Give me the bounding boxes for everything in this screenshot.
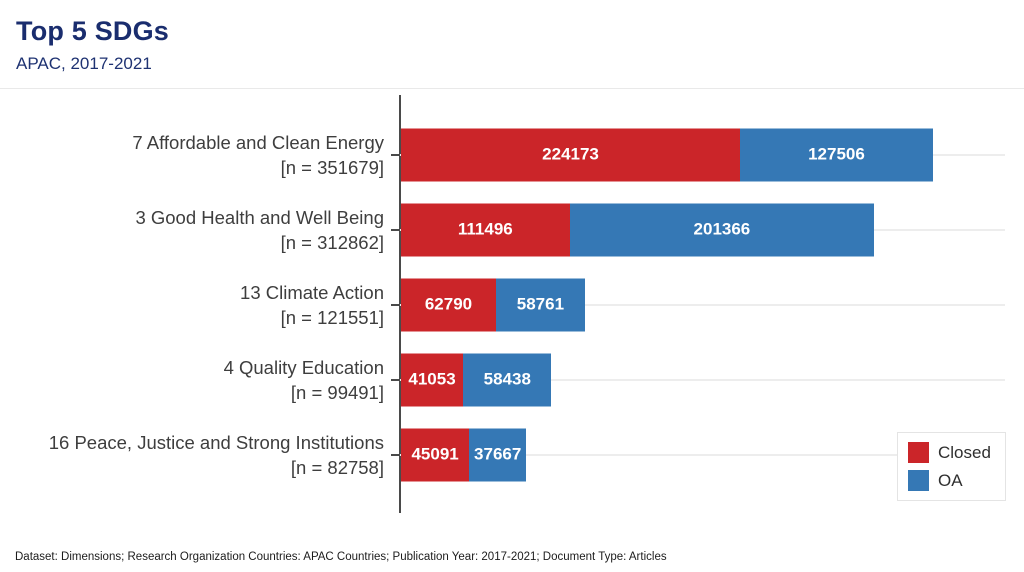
header-divider (0, 88, 1024, 89)
gridline (400, 453, 1005, 456)
stacked-bar: 41053 58438 (401, 353, 1006, 406)
category-label: 4 Quality Education [n = 99491] (0, 342, 384, 417)
bar-value-label: 62790 (424, 294, 473, 314)
chart-row: 13 Climate Action [n = 121551] 62790 58761 (0, 267, 1024, 342)
stacked-bar: 62790 58761 (401, 278, 1006, 331)
legend-item-closed: Closed (908, 442, 991, 463)
bar-segment-closed: 224173 (401, 128, 741, 181)
category-n-count: [n = 312862] (280, 231, 384, 253)
axis-tick (391, 153, 400, 156)
axis-tick (391, 228, 400, 231)
category-name: 4 Quality Education (223, 356, 384, 378)
legend-item-oa: OA (908, 470, 991, 491)
category-n-count: [n = 351679] (280, 156, 384, 178)
chart-subtitle: APAC, 2017-2021 (16, 54, 152, 73)
bar-rows-container: 7 Affordable and Clean Energy [n = 351679… (0, 117, 1024, 492)
stacked-bar: 224173 127506 (401, 128, 1006, 181)
chart-row: 3 Good Health and Well Being [n = 312862]… (0, 192, 1024, 267)
bar-segment-closed: 62790 (401, 278, 496, 331)
gridline (400, 303, 1005, 306)
stacked-bar: 45091 37667 (401, 428, 1006, 481)
category-label: 16 Peace, Justice and Strong Institution… (0, 417, 384, 492)
bar-value-label: 37667 (474, 444, 522, 464)
bar-value-label: 201366 (693, 219, 751, 239)
bar-segment-closed: 41053 (401, 353, 464, 406)
dataset-footnote: Dataset: Dimensions; Research Organizati… (15, 551, 667, 563)
bar-segment-closed: 111496 (401, 203, 570, 256)
plot-area: 7 Affordable and Clean Energy [n = 351679… (0, 95, 1024, 515)
chart-header: Top 5 SDGs APAC, 2017-2021 (16, 16, 169, 74)
category-name: 7 Affordable and Clean Energy (132, 131, 384, 153)
legend-swatch-oa (908, 470, 929, 491)
bar-value-label: 58761 (516, 294, 565, 314)
legend-label-oa: OA (938, 470, 963, 490)
bar-value-label: 224173 (542, 144, 599, 164)
bar-segment-oa: 37667 (469, 428, 527, 481)
legend: Closed OA (897, 432, 1006, 501)
axis-tick (391, 378, 400, 381)
category-label: 7 Affordable and Clean Energy [n = 351679… (0, 117, 384, 192)
chart-title: Top 5 SDGs (16, 16, 170, 46)
category-label: 3 Good Health and Well Being [n = 312862] (0, 192, 384, 267)
category-n-count: [n = 99491] (290, 381, 384, 403)
chart-row: 4 Quality Education [n = 99491] 41053 58438 (0, 342, 1024, 417)
category-label: 13 Climate Action [n = 121551] (0, 267, 384, 342)
chart-row: 16 Peace, Justice and Strong Institution… (0, 417, 1024, 492)
bar-value-label: 111496 (457, 219, 513, 239)
bar-segment-oa: 58438 (463, 353, 552, 406)
axis-tick (391, 453, 400, 456)
category-n-count: [n = 121551] (280, 306, 384, 328)
bar-segment-oa: 127506 (740, 128, 933, 181)
category-name: 16 Peace, Justice and Strong Institution… (48, 431, 384, 453)
stacked-bar: 111496 201366 (401, 203, 1006, 256)
category-name: 13 Climate Action (240, 281, 384, 303)
legend-swatch-closed (908, 442, 929, 463)
bar-value-label: 58438 (483, 369, 531, 389)
bar-value-label: 45091 (411, 444, 459, 464)
bar-value-label: 41053 (408, 369, 456, 389)
bar-segment-closed: 45091 (401, 428, 470, 481)
bar-segment-oa: 201366 (569, 203, 875, 256)
chart-row: 7 Affordable and Clean Energy [n = 351679… (0, 117, 1024, 192)
category-name: 3 Good Health and Well Being (135, 206, 384, 228)
legend-label-closed: Closed (938, 442, 991, 462)
bar-segment-oa: 58761 (495, 278, 585, 331)
axis-tick (391, 303, 400, 306)
category-n-count: [n = 82758] (290, 456, 384, 478)
gridline (400, 378, 1005, 381)
bar-value-label: 127506 (808, 144, 865, 164)
